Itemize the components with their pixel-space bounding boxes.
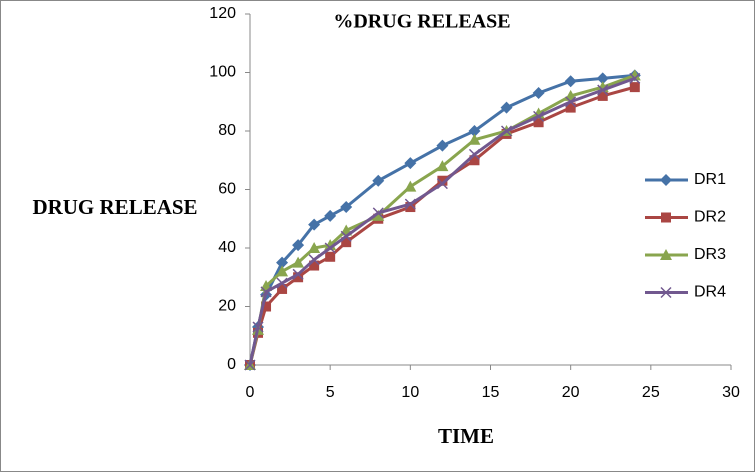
marker [308,242,321,253]
marker [325,251,336,262]
marker [292,239,305,252]
marker [468,125,481,137]
marker [565,96,577,108]
legend-marker [660,286,672,299]
x-tick-label: 25 [642,384,660,401]
marker [324,242,336,254]
marker [372,209,385,221]
marker [276,256,289,269]
marker [340,230,352,242]
marker [292,268,304,280]
marker [629,72,641,84]
marker [308,254,320,266]
marker [533,117,544,128]
marker [372,174,385,187]
marker [565,102,576,113]
marker [564,75,577,88]
y-tick-label: 120 [209,5,236,22]
x-axis-label: TIME [438,424,494,448]
marker [436,139,449,152]
marker [468,133,481,145]
marker [469,155,480,166]
marker [500,101,513,114]
marker [260,286,272,298]
marker [324,209,337,222]
legend-marker [660,249,672,260]
y-axis-label: DRUG RELEASE [32,195,197,219]
y-tick-label: 100 [209,64,236,81]
x-tick-label: 0 [246,384,255,401]
marker [404,198,416,210]
legend-marker [661,212,671,223]
marker [501,125,513,137]
marker [468,148,480,160]
marker [309,260,320,271]
marker [532,86,545,99]
marker [276,265,289,277]
marker [628,69,641,81]
marker [341,237,352,248]
x-tick-label: 15 [482,384,500,401]
chart-title: %DRUG RELEASE [333,11,510,33]
marker [292,256,305,268]
marker [308,218,321,231]
x-tick-label: 20 [562,384,580,401]
legend-label: DR2 [694,209,726,226]
marker [405,202,416,213]
x-tick-label: 30 [722,384,740,401]
x-tick-label: 5 [326,384,335,401]
marker [596,72,609,85]
marker [277,283,288,294]
marker [276,277,288,289]
legend-label: DR1 [694,171,726,188]
marker [340,201,353,214]
marker [404,157,417,170]
y-tick-label: 0 [227,356,236,373]
y-tick-label: 20 [218,298,236,315]
marker [629,82,640,93]
marker [597,84,609,96]
legend-label: DR3 [694,246,726,263]
marker [437,175,448,186]
marker [261,301,272,312]
marker [293,272,304,283]
y-tick-label: 80 [218,122,236,139]
marker [252,321,264,333]
legend-label: DR4 [694,284,726,301]
marker [597,90,608,101]
marker [533,110,545,122]
marker [372,207,384,219]
marker [244,359,256,371]
marker [436,160,449,172]
legend-marker [660,174,672,186]
x-tick-label: 10 [401,384,419,401]
y-tick-label: 40 [218,239,236,256]
marker [404,180,417,192]
y-tick-label: 60 [218,181,236,198]
marker [436,178,448,190]
